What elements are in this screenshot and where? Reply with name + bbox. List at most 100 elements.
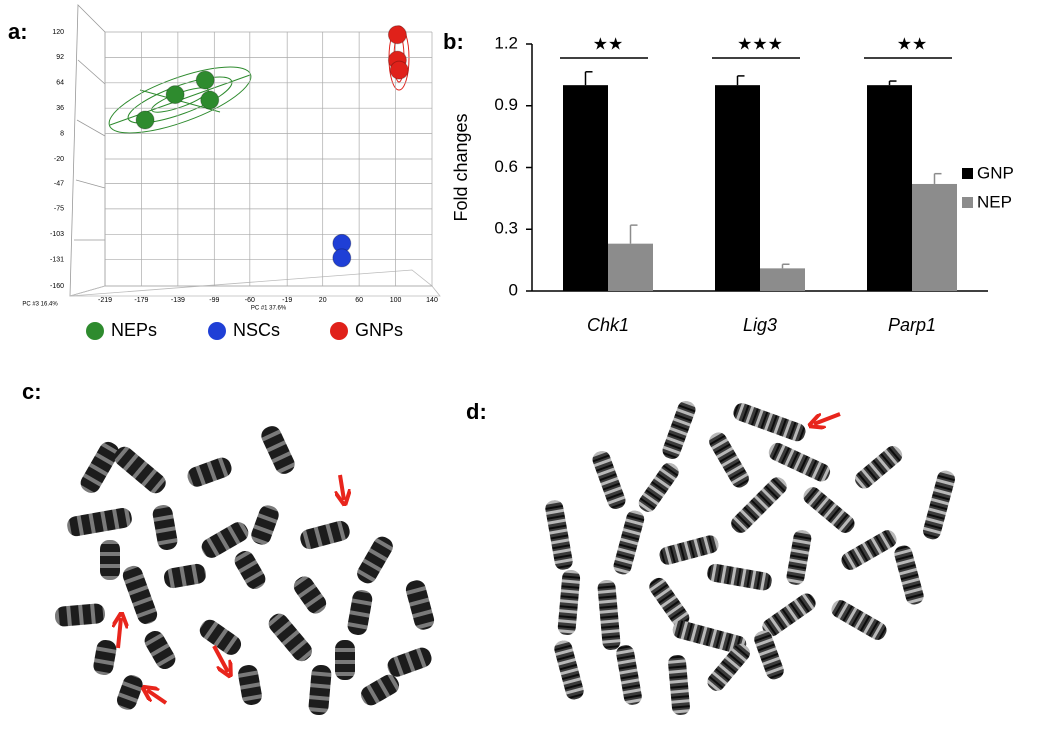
chromosome	[855, 446, 903, 489]
chromosome	[707, 643, 750, 691]
chromosome	[261, 426, 295, 474]
legend-swatch	[86, 322, 104, 340]
chromosome	[841, 530, 897, 570]
chromosome	[754, 630, 784, 680]
chromosome	[251, 505, 279, 545]
arrow	[118, 618, 121, 649]
chromosome	[668, 654, 690, 716]
legend-label: NSCs	[233, 320, 280, 340]
x-tick-label: -139	[171, 297, 185, 304]
chromosome	[308, 664, 332, 716]
x-tick-label: -179	[134, 297, 148, 304]
chromosome	[387, 647, 432, 677]
chromosome	[357, 536, 393, 584]
bar	[912, 183, 957, 291]
chromosome	[238, 664, 262, 706]
arrows	[118, 412, 841, 705]
chromosome	[100, 540, 120, 580]
chromosome	[116, 675, 143, 710]
point	[135, 110, 155, 130]
x-tick-label: 140	[426, 297, 438, 304]
x-tick-label: 20	[319, 297, 327, 304]
x-tick-label: Chk1	[587, 315, 629, 335]
y-tick-label: 120	[52, 29, 64, 36]
point	[200, 90, 220, 110]
x-tick-label: -19	[282, 297, 292, 304]
x-tick-label: -219	[98, 297, 112, 304]
chromosome	[144, 630, 176, 670]
x-tick-label: Lig3	[743, 315, 777, 335]
chromosome	[803, 487, 855, 533]
chromosome	[80, 441, 119, 493]
x-tick-label: -99	[209, 297, 219, 304]
chromosome	[707, 563, 772, 591]
chromosome	[709, 432, 749, 488]
chromosome	[405, 580, 435, 630]
chromosome	[187, 457, 232, 487]
chromosome	[894, 545, 924, 605]
y-tick-label: 0	[509, 280, 518, 299]
y-tick-label: 0.6	[494, 157, 518, 176]
panel-label: a:	[8, 19, 28, 44]
y-tick-label: -47	[54, 180, 64, 187]
chromosome	[268, 613, 312, 662]
y-tick-label: 8	[60, 130, 64, 137]
x-tick-label: 60	[355, 297, 363, 304]
panel-label: d:	[466, 399, 487, 424]
y-tick-label: -75	[54, 206, 64, 213]
significance: ★★★	[737, 34, 783, 53]
chromosome	[831, 600, 887, 640]
point	[165, 85, 185, 105]
chromosome	[597, 580, 621, 650]
chromosome	[649, 577, 690, 627]
chromosome	[201, 522, 249, 558]
chromosome	[93, 639, 117, 676]
y-tick-label: 64	[56, 80, 64, 87]
point	[195, 70, 215, 90]
chromosome	[234, 550, 266, 590]
point	[332, 248, 352, 268]
chromosome	[67, 508, 132, 537]
chromosome	[360, 674, 400, 706]
chromosome	[768, 442, 831, 482]
arrow	[212, 645, 228, 672]
significance: ★★	[593, 34, 623, 53]
legend-swatch	[208, 322, 226, 340]
chromosome	[762, 593, 816, 637]
x-axis-label: PC #1 37.6%	[251, 306, 287, 312]
chromosome	[733, 403, 806, 442]
legend-label: NEP	[977, 192, 1012, 211]
pca-frame	[69, 4, 441, 297]
chromosome	[638, 462, 679, 512]
chromosome	[164, 563, 206, 589]
metaphase-spread	[545, 400, 955, 716]
metaphase-spread	[54, 426, 435, 716]
chromosome	[122, 565, 158, 625]
chromosome	[672, 620, 747, 654]
arrow	[814, 412, 841, 424]
chromosome	[731, 477, 787, 533]
x-tick-label: 100	[390, 297, 402, 304]
y-tick-label: -103	[50, 231, 64, 238]
y-tick-label: 36	[56, 105, 64, 112]
legend-label: GNP	[977, 163, 1014, 182]
y-tick-label: -160	[50, 283, 64, 290]
point	[387, 25, 407, 45]
chromosome	[300, 520, 350, 550]
chromosome	[347, 590, 373, 635]
chromosome	[54, 603, 106, 627]
bar	[760, 268, 805, 291]
bar	[867, 85, 912, 292]
chromosome	[592, 450, 626, 510]
y-tick-label: 92	[56, 54, 64, 61]
y-tick-label: 0.3	[494, 219, 518, 238]
legend-label: GNPs	[355, 320, 403, 340]
bar	[715, 85, 760, 292]
x-tick-label: -60	[245, 297, 255, 304]
chromosome	[659, 535, 719, 565]
panel-label: b:	[443, 29, 464, 54]
z-axis-label: PC #3 16.4%	[22, 302, 58, 308]
arrow	[147, 690, 168, 705]
panel-label: c:	[22, 379, 42, 404]
